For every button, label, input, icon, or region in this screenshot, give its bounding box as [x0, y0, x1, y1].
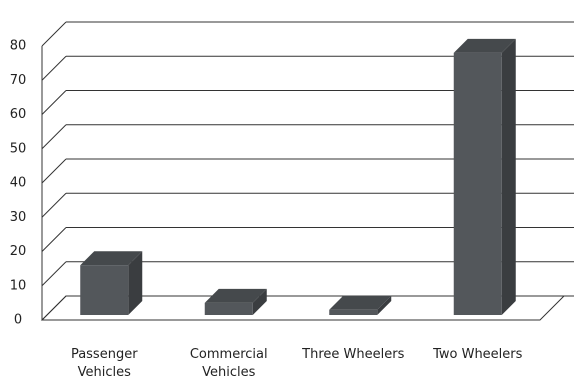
grid-line-side	[41, 55, 67, 81]
bar	[80, 251, 143, 315]
bar-side	[377, 295, 392, 315]
grid-line-side	[41, 192, 67, 218]
bar	[329, 295, 392, 315]
bar-top	[204, 288, 267, 303]
x-tick-label: Commercial Vehicles	[189, 347, 268, 380]
bar-top	[80, 251, 143, 266]
bar-front	[329, 309, 378, 315]
bar-front	[80, 265, 129, 315]
x-tick-label: Three Wheelers	[302, 347, 405, 362]
y-tick-label: 20	[10, 244, 27, 259]
grid-line-side	[41, 227, 67, 252]
bar-side	[252, 288, 267, 315]
y-tick-label: 60	[10, 107, 27, 122]
bar-side	[501, 38, 516, 315]
bar-top	[329, 295, 392, 310]
grid-line-side	[41, 90, 67, 115]
grid-line-side	[41, 124, 67, 150]
bar-front	[204, 302, 253, 315]
y-tick-label: 70	[10, 73, 27, 88]
bar	[204, 288, 267, 315]
grid-line-side	[41, 21, 67, 47]
y-tick-label: 50	[10, 141, 27, 156]
x-tick-label: Two Wheelers	[433, 347, 523, 362]
grid-line-side	[41, 158, 67, 184]
bar-top	[453, 38, 516, 53]
grid-line-side	[41, 295, 67, 321]
x-tick-label: Passenger Vehicles	[70, 347, 138, 380]
bar	[453, 38, 516, 315]
grid-line-side	[41, 261, 67, 287]
y-tick-label: 30	[10, 210, 27, 225]
y-tick-label: 10	[10, 278, 27, 293]
y-tick-label: 0	[14, 313, 22, 328]
y-tick-label: 80	[10, 39, 27, 54]
y-tick-label: 40	[10, 176, 27, 191]
bar-front	[453, 52, 502, 315]
bar-side	[128, 251, 143, 315]
